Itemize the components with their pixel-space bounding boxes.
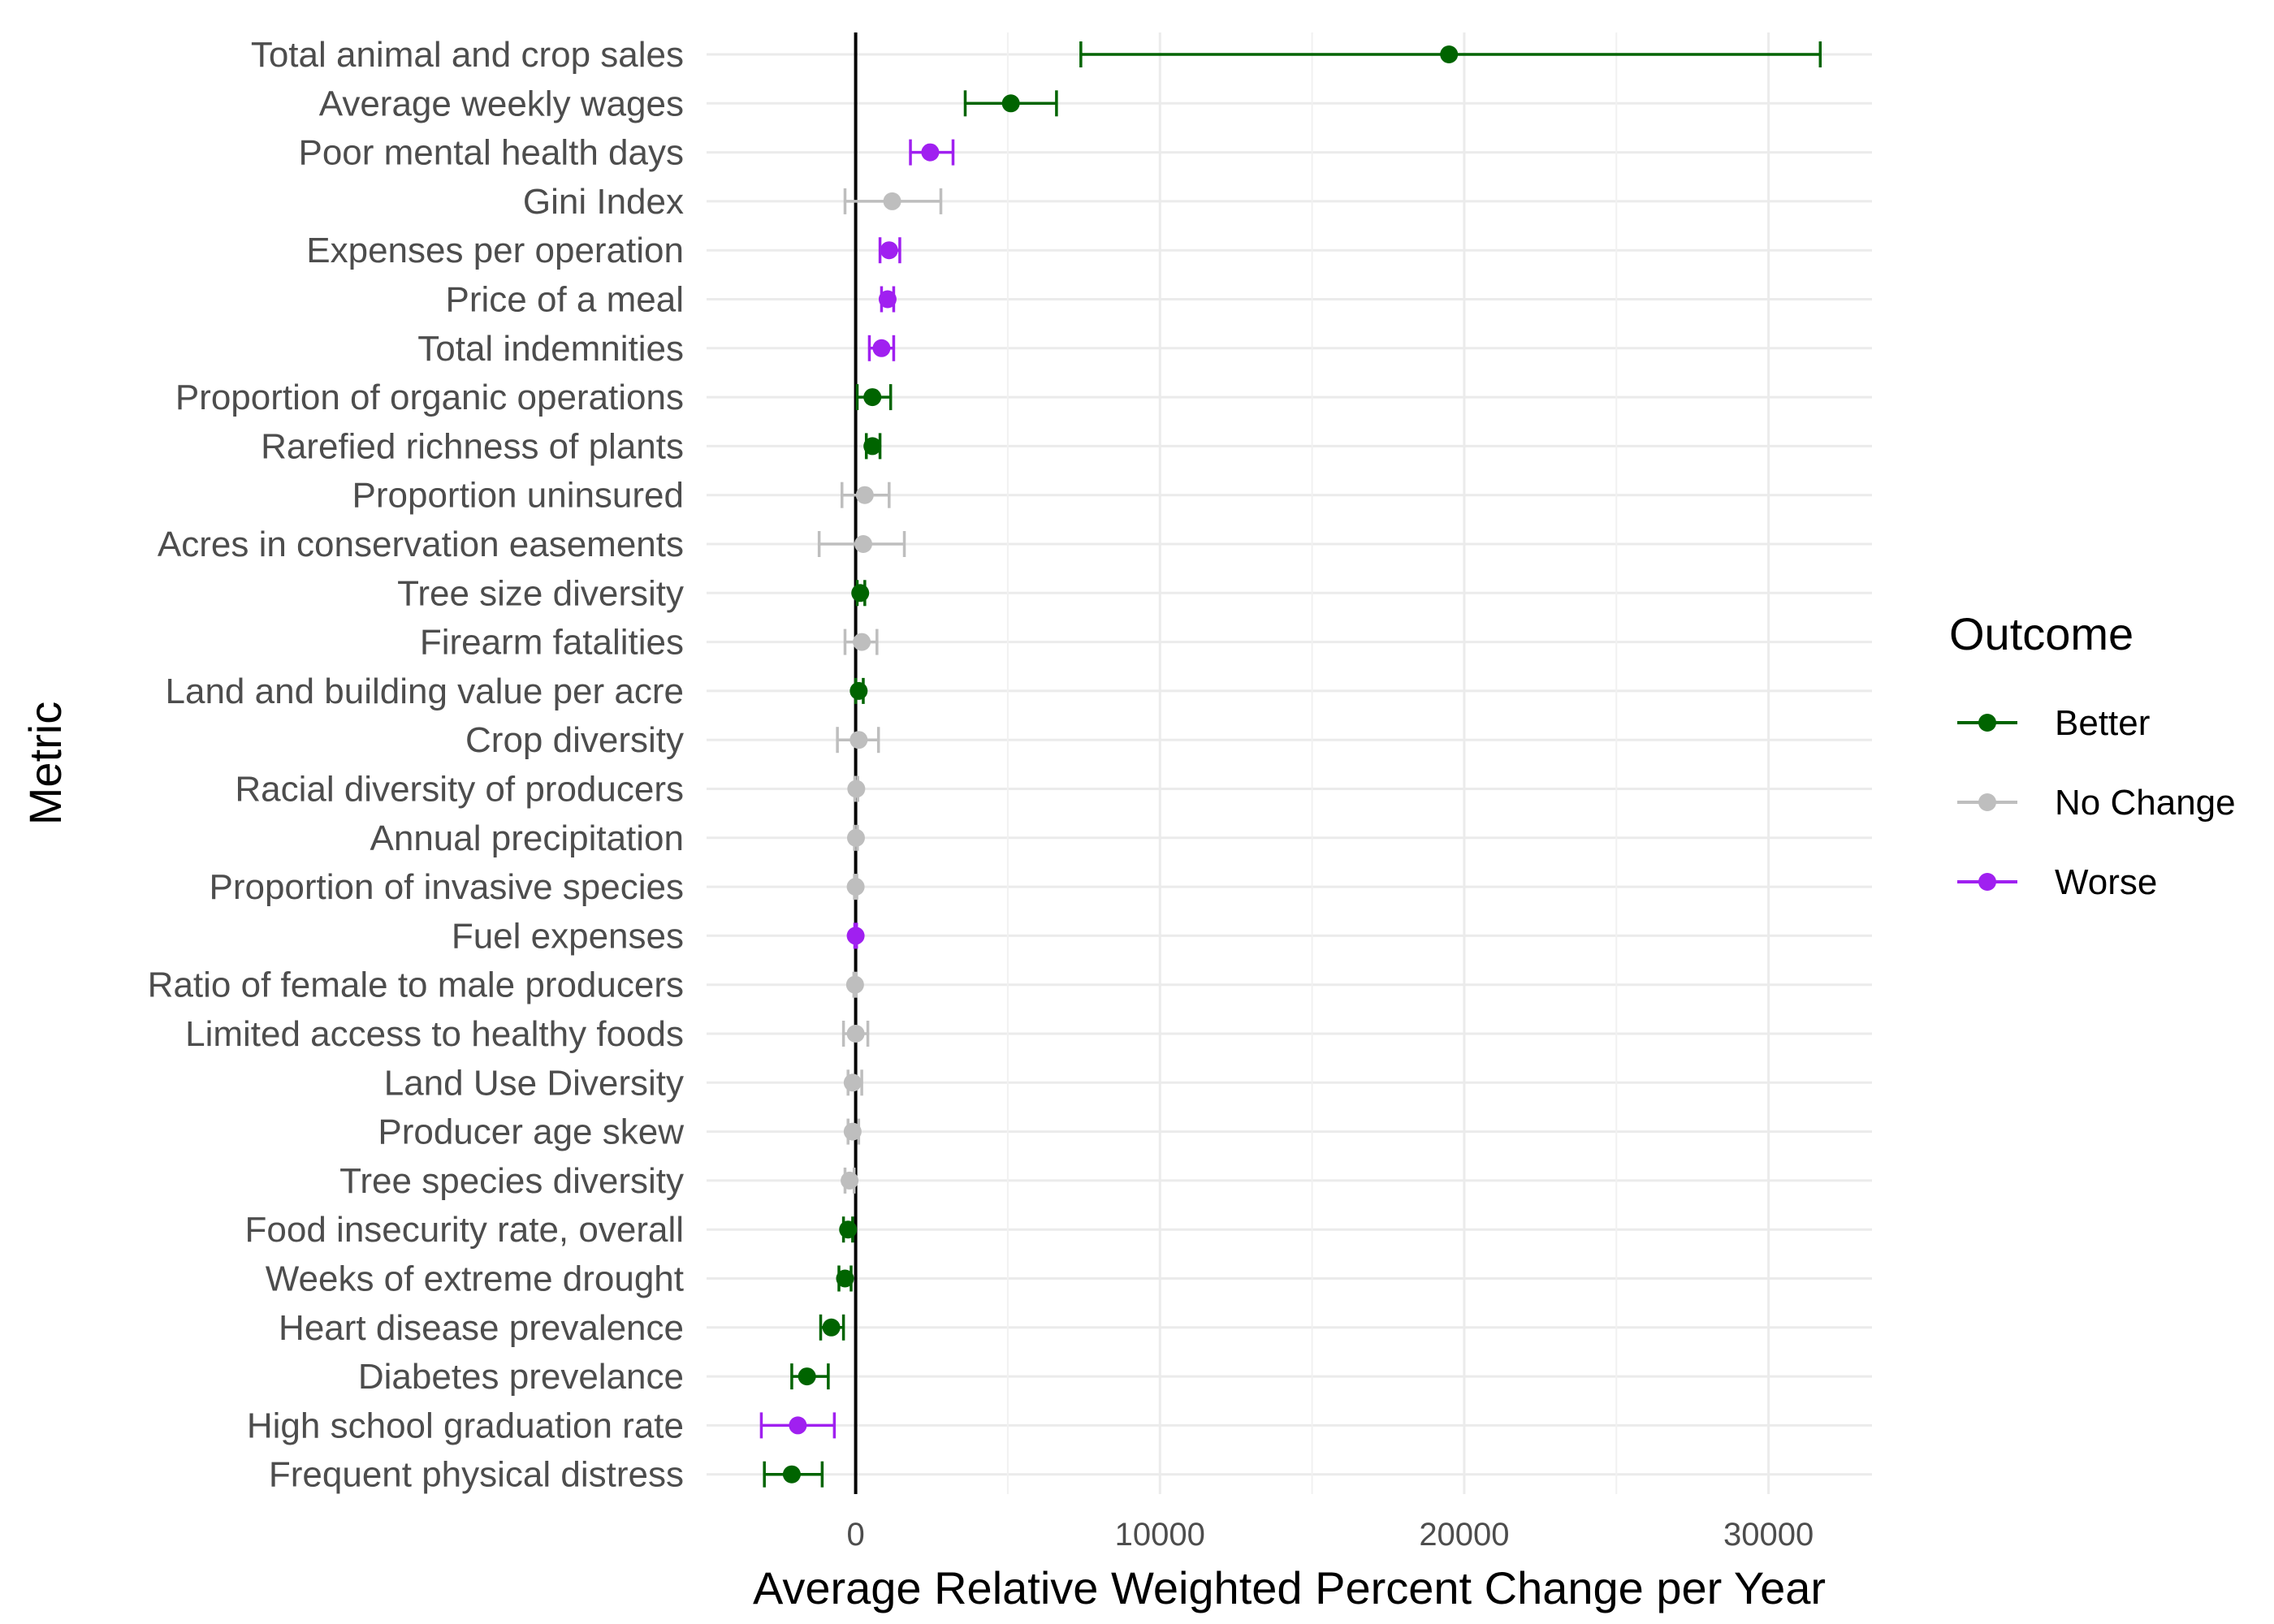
data-point	[822, 1318, 841, 1337]
y-tick-label: Firearm fatalities	[420, 623, 684, 663]
grid-major	[707, 32, 1872, 1494]
y-tick-label: Proportion uninsured	[352, 476, 684, 516]
legend-key-point	[1978, 793, 1996, 811]
y-tick-label: Proportion of organic operations	[175, 378, 684, 417]
legend-key-point	[1978, 873, 1996, 891]
legend-key-point	[1978, 714, 1996, 732]
data-point	[789, 1416, 807, 1435]
data-point	[853, 633, 871, 651]
data-point	[843, 1122, 862, 1141]
data-point	[846, 1025, 865, 1043]
data-point	[878, 290, 897, 309]
y-tick-labels: Total animal and crop sales Average weekl…	[148, 35, 685, 1495]
x-tick-label: 30000	[1723, 1517, 1814, 1553]
error-bars	[759, 41, 1822, 1488]
y-tick-label: Expenses per operation	[306, 231, 684, 270]
y-tick-label: Limited access to healthy foods	[185, 1014, 684, 1054]
y-tick-label: Fuel expenses	[452, 916, 684, 956]
data-point	[872, 339, 891, 357]
data-point	[863, 437, 882, 456]
grid-minor	[1006, 32, 1618, 1494]
data-point	[1001, 94, 1020, 113]
y-tick-label: Rarefied richness of plants	[261, 426, 684, 466]
y-tick-label: Diabetes prevelance	[358, 1357, 684, 1397]
data-point	[880, 241, 898, 260]
y-tick-label: Proportion of invasive species	[209, 867, 684, 907]
y-tick-label: Ratio of female to male producers	[148, 965, 684, 1005]
data-point	[798, 1367, 816, 1386]
x-tick-label: 0	[846, 1517, 864, 1553]
x-axis-title: Average Relative Weighted Percent Change…	[753, 1562, 1826, 1613]
y-tick-label: High school graduation rate	[247, 1406, 684, 1445]
x-tick-labels: 0 10000 20000 30000	[846, 1517, 1814, 1553]
data-point	[921, 143, 940, 162]
y-tick-label: Total indemnities	[417, 329, 684, 369]
y-tick-label: Poor mental health days	[298, 133, 684, 173]
y-tick-label: Annual precipitation	[370, 818, 684, 858]
y-tick-label: Tree species diversity	[339, 1161, 684, 1201]
legend-title: Outcome	[1949, 608, 2133, 659]
data-point	[1440, 45, 1459, 63]
y-tick-label: Racial diversity of producers	[235, 770, 684, 810]
data-point	[854, 535, 872, 553]
x-tick-label: 10000	[1115, 1517, 1205, 1553]
legend-label: Better	[2055, 703, 2150, 743]
data-point	[846, 828, 865, 847]
y-tick-label: Acres in conservation easements	[158, 525, 684, 564]
data-point	[782, 1465, 801, 1484]
data-point	[846, 878, 865, 896]
data-point	[863, 388, 882, 407]
y-tick-label: Tree size diversity	[397, 573, 684, 613]
data-point	[855, 486, 874, 504]
y-tick-label: Food insecurity rate, overall	[245, 1210, 684, 1250]
y-tick-label: Heart disease prevalence	[279, 1308, 684, 1348]
y-tick-label: Frequent physical distress	[269, 1455, 684, 1495]
data-point	[845, 975, 864, 994]
x-tick-label: 20000	[1419, 1517, 1509, 1553]
y-axis-title: Metric	[19, 702, 71, 825]
legend-entry: Worse	[1957, 862, 2157, 902]
legend: Outcome Better No Change Worse	[1949, 608, 2236, 902]
data-point	[839, 1220, 858, 1239]
data-point	[847, 780, 866, 798]
data-point	[850, 731, 868, 749]
legend-entry: No Change	[1957, 783, 2236, 823]
legend-entry: Better	[1957, 703, 2150, 743]
y-tick-label: Price of a meal	[446, 280, 684, 320]
legend-entries: Better No Change Worse	[1957, 703, 2236, 902]
legend-label: Worse	[2055, 862, 2157, 902]
legend-label: No Change	[2055, 783, 2236, 823]
y-tick-label: Land and building value per acre	[166, 672, 684, 711]
data-point	[883, 192, 901, 210]
y-tick-label: Average weekly wages	[319, 84, 684, 123]
data-point	[836, 1269, 854, 1288]
data-point	[843, 1073, 862, 1092]
y-tick-label: Gini Index	[523, 182, 684, 222]
y-tick-label: Weeks of extreme drought	[266, 1259, 684, 1299]
data-points	[782, 45, 1459, 1484]
y-tick-label: Producer age skew	[378, 1112, 684, 1152]
y-tick-label: Land Use Diversity	[384, 1063, 684, 1103]
data-point	[841, 1171, 859, 1190]
data-point	[850, 681, 868, 700]
y-tick-label: Total animal and crop sales	[251, 35, 684, 75]
data-point	[851, 584, 870, 603]
y-tick-label: Crop diversity	[465, 720, 684, 760]
data-point	[846, 926, 865, 945]
